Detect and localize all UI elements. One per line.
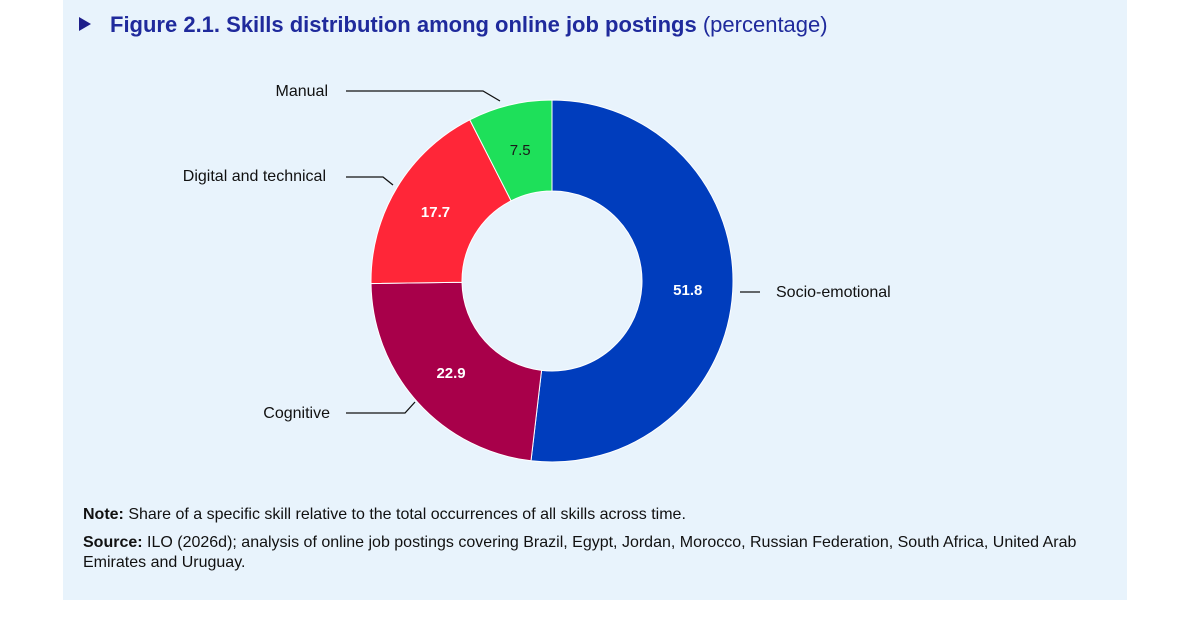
data-label-digital-and-technical: 17.7 [421,204,450,221]
slice-socio-emotional [530,99,734,463]
data-label-cognitive: 22.9 [436,365,465,382]
source-line: Source: ILO (2026d); analysis of online … [83,533,1113,573]
category-label-cognitive: Cognitive [263,405,330,422]
note-text: Share of a specific skill relative to th… [123,506,686,523]
note-line: Note: Share of a specific skill relative… [83,505,1113,525]
title-main: Figure 2.1. Skills distribution among on… [110,12,697,37]
source-text: ILO (2026d); analysis of online job post… [83,534,1077,571]
triangle-marker-icon [79,17,91,32]
category-label-manual: Manual [276,83,328,100]
category-labels: Socio-emotional Cognitive Digital and tech… [183,83,891,422]
slice-cognitive [370,281,543,462]
figure-panel: Figure 2.1. Skills distribution among on… [63,0,1127,600]
data-labels: 51.8 22.9 17.7 7.5 [421,142,702,382]
donut-chart: 51.8 22.9 17.7 7.5 Socio-emotional Cognitive… [183,83,891,463]
leader-line-digital-and-technical [346,176,394,186]
leader-line-cognitive [346,401,416,414]
title-subtitle: (percentage) [702,12,828,37]
data-label-manual: 7.5 [510,142,531,159]
category-label-socio-emotional: Socio-emotional [776,284,891,301]
source-label: Source: [83,534,143,551]
leader-line-manual [346,90,501,102]
slice-digital-and-technical [370,119,512,285]
note-label: Note: [83,506,124,523]
slice-manual [469,99,553,202]
donut-slices [370,99,734,463]
figure-title: Figure 2.1. Skills distribution among on… [79,11,828,39]
figure-notes: Note: Share of a specific skill relative… [83,505,1113,581]
callout-leader-lines [346,90,760,414]
data-label-socio-emotional: 51.8 [673,282,702,299]
category-label-digital-and-technical: Digital and technical [183,168,326,185]
